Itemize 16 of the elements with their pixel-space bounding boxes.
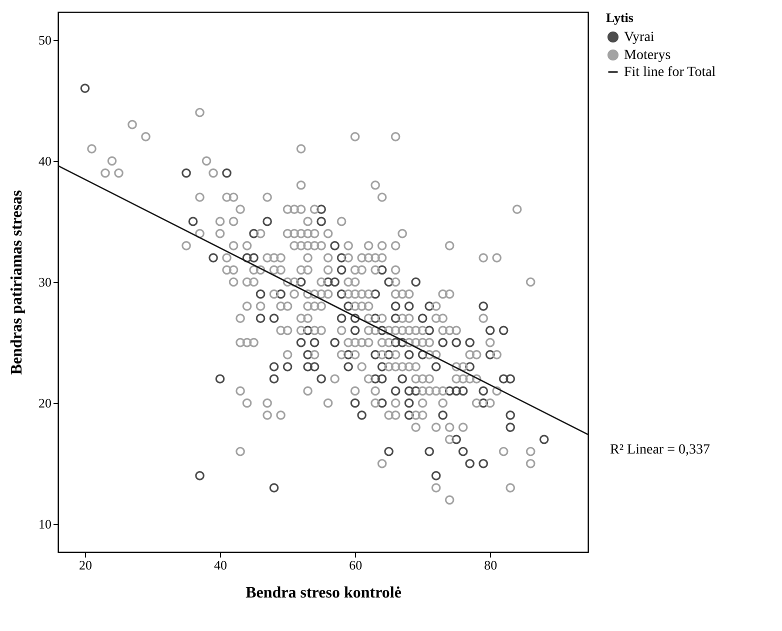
y-tick-label: 50 bbox=[38, 32, 52, 48]
x-tick-label: 80 bbox=[484, 558, 498, 572]
y-tick-label: 40 bbox=[38, 153, 52, 168]
text: R² Linear = 0,337 bbox=[610, 442, 710, 458]
y-tick-label: 20 bbox=[38, 396, 52, 411]
x-tick-label: 40 bbox=[214, 558, 228, 572]
y-axis-title: Bendras patiriamas stresas bbox=[8, 190, 26, 375]
x-axis-title: Bendra streso kontrolė bbox=[246, 584, 402, 602]
y-tick-label: 30 bbox=[38, 274, 52, 290]
legend-label: Fit line for Total bbox=[624, 65, 716, 80]
x-tick-label: 60 bbox=[349, 558, 362, 572]
legend-label: Moterys bbox=[624, 48, 671, 63]
legend-title: Lytis bbox=[606, 10, 634, 25]
legend-label: Vyrai bbox=[624, 30, 654, 45]
y-tick-label: 10 bbox=[38, 516, 52, 532]
x-tick-label: 20 bbox=[79, 558, 92, 572]
